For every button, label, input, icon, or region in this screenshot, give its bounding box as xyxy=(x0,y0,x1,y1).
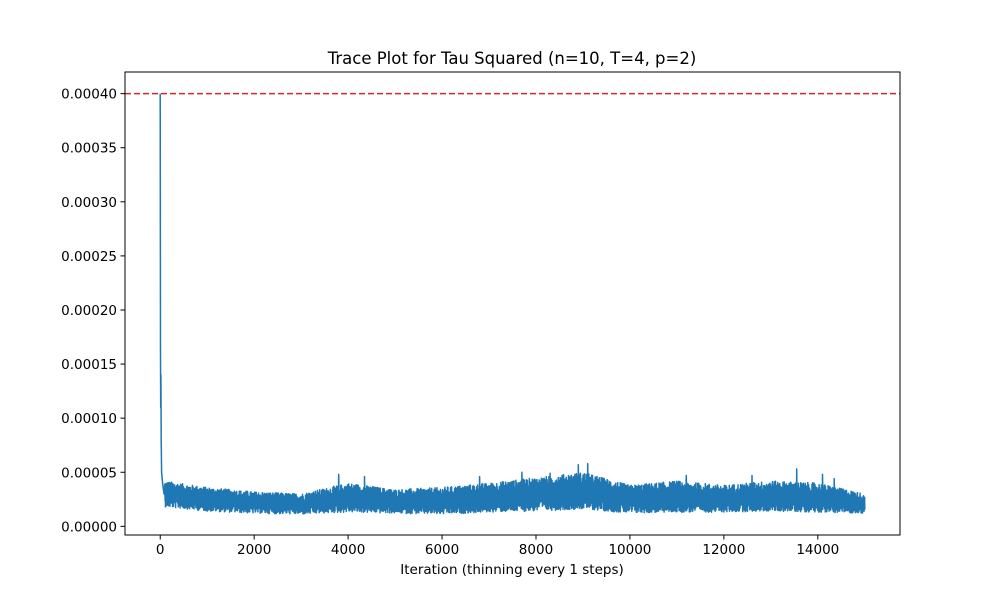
axes: 0 2000 4000 6000 8000 10000 12000 14000 0.00000 0… xyxy=(61,71,901,558)
x-tick-label: 2000 xyxy=(237,542,271,558)
x-tick-label: 4000 xyxy=(331,542,365,558)
x-tick-label: 14000 xyxy=(796,542,839,558)
y-tick-label: 0.00030 xyxy=(61,195,117,211)
chart-title: Trace Plot for Tau Squared (n=10, T=4, p… xyxy=(327,49,697,68)
plot-clipped-group xyxy=(125,92,900,515)
plot-area xyxy=(125,92,900,515)
plot-frame xyxy=(124,71,901,536)
y-tick-label: 0.00035 xyxy=(61,141,117,157)
y-tick-label: 0.00005 xyxy=(61,465,117,481)
y-tick-label: 0.00040 xyxy=(61,87,117,103)
x-tick-label: 12000 xyxy=(702,542,745,558)
y-tick-label: 0.00020 xyxy=(61,303,117,319)
y-tick-label: 0.00025 xyxy=(61,249,117,265)
x-tick-label: 10000 xyxy=(608,542,651,558)
x-tick-label: 8000 xyxy=(519,542,553,558)
x-tick-label: 6000 xyxy=(425,542,459,558)
y-tick-label: 0.00015 xyxy=(61,357,117,373)
trace-series-line xyxy=(159,93,866,515)
y-tick-label: 0.00000 xyxy=(61,519,117,535)
y-tick-label: 0.00010 xyxy=(61,411,117,427)
x-tick-label: 0 xyxy=(156,542,165,558)
x-axis-title: Iteration (thinning every 1 steps) xyxy=(400,562,624,578)
